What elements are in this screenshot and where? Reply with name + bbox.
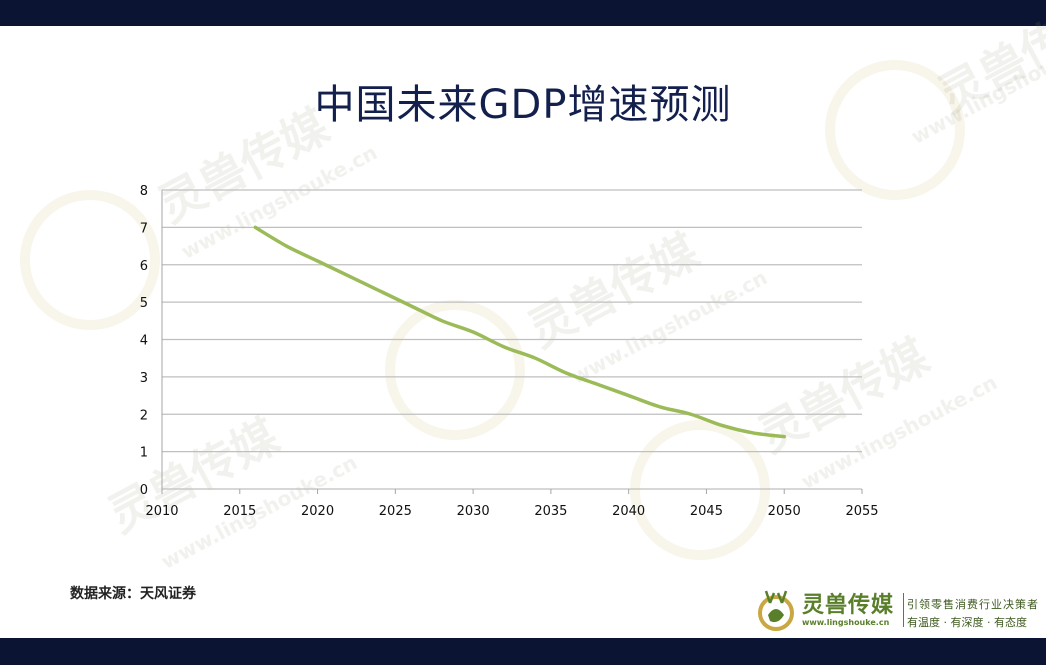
x-tick-label: 2020 bbox=[301, 504, 334, 519]
x-tick-label: 2035 bbox=[534, 504, 567, 519]
y-tick-label: 4 bbox=[140, 334, 148, 349]
y-tick-label: 3 bbox=[140, 371, 148, 386]
deer-logo-icon bbox=[758, 590, 794, 631]
logo-slogan-line1: 引领零售消费行业决策者 bbox=[907, 598, 1039, 611]
bottom-band bbox=[0, 638, 1046, 665]
y-tick-label: 5 bbox=[140, 296, 148, 311]
x-tick-label: 2015 bbox=[223, 504, 256, 519]
logo-divider bbox=[903, 593, 904, 627]
page-title: 中国未来GDP增速预测 bbox=[314, 82, 732, 128]
data-source-note: 数据来源：天风证券 bbox=[70, 586, 196, 602]
logo-name: 灵兽传媒 bbox=[802, 593, 895, 618]
x-tick-label: 2055 bbox=[845, 504, 878, 519]
brand-logo: 灵兽传媒 www.lingshouke.cn 引领零售消费行业决策者 有温度 ·… bbox=[756, 585, 1046, 635]
x-tick-label: 2030 bbox=[457, 504, 490, 519]
top-band bbox=[0, 0, 1046, 26]
y-tick-label: 1 bbox=[140, 446, 148, 461]
y-tick-label: 2 bbox=[140, 408, 148, 423]
y-tick-label: 6 bbox=[140, 259, 148, 274]
x-tick-label: 2045 bbox=[690, 504, 723, 519]
y-tick-label: 8 bbox=[140, 184, 148, 199]
y-tick-label: 7 bbox=[140, 221, 148, 236]
x-tick-label: 2010 bbox=[145, 504, 178, 519]
y-tick-label: 0 bbox=[140, 483, 148, 498]
x-tick-label: 2025 bbox=[379, 504, 412, 519]
series-line bbox=[253, 225, 786, 439]
logo-url: www.lingshouke.cn bbox=[802, 618, 890, 627]
x-tick-label: 2040 bbox=[612, 504, 645, 519]
x-tick-label: 2050 bbox=[768, 504, 801, 519]
logo-slogan-line2: 有温度 · 有深度 · 有态度 bbox=[907, 616, 1027, 629]
